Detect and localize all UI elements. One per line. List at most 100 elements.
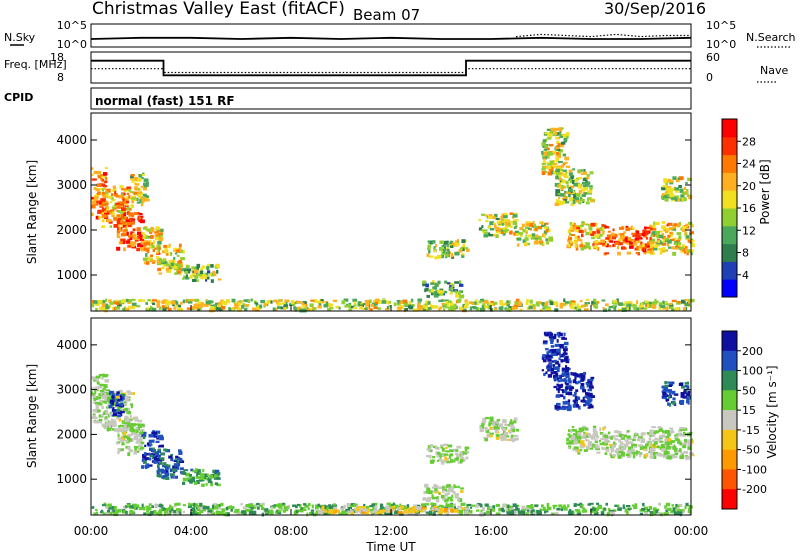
scatter-cell-12	[582, 171, 587, 175]
scatter-cell-17	[605, 303, 609, 307]
scatter-cell-14	[657, 426, 661, 429]
scatter-cell-17	[254, 302, 259, 305]
scatter-cell-15	[684, 249, 688, 253]
scatter-cell-17	[682, 307, 686, 311]
scatter-cell-3	[113, 412, 117, 416]
scatter-cell-13	[599, 242, 603, 245]
colorbar-tick-label-4: 20	[742, 180, 756, 193]
scatter-cell-12	[589, 171, 594, 175]
scatter-cell-2	[139, 436, 143, 440]
scatter-cell-8	[443, 453, 449, 456]
scatter-cell-17	[105, 298, 108, 303]
scatter-cell-10	[559, 353, 562, 357]
scatter-cell-16	[204, 505, 210, 510]
scatter-cell-14	[653, 441, 658, 445]
scatter-cell-11	[557, 389, 560, 394]
scatter-cell-10	[542, 354, 546, 358]
scatter-cell-14	[682, 444, 687, 449]
scatter-cell-16	[388, 503, 394, 508]
scatter-cell-5	[160, 452, 165, 456]
scatter-cell-9	[501, 231, 504, 234]
scatter-cell-2	[130, 438, 134, 442]
scatter-cell-17	[341, 300, 346, 305]
scatter-cell-17	[559, 304, 563, 309]
scatter-cell-3	[131, 179, 134, 183]
scatter-cell-5	[178, 449, 182, 452]
scatter-cell-17	[276, 306, 282, 309]
scatter-cell-13	[632, 438, 636, 442]
scatter-cell-17	[131, 298, 136, 301]
scatter-cell-17	[348, 304, 351, 308]
scatter-cell-2	[133, 423, 136, 427]
scatter-cell-6	[196, 266, 200, 270]
scatter-cell-6	[211, 272, 214, 277]
scatter-cell-16	[169, 506, 174, 509]
scatter-cell-16	[670, 195, 676, 200]
scatter-cell-17	[218, 307, 223, 311]
noise-left-label: N.Sky	[4, 31, 36, 44]
scatter-cell-14	[623, 237, 628, 241]
scatter-cell-12	[567, 447, 571, 450]
colorbar-tick-label-2: 12	[742, 224, 756, 237]
frequency-panel: Freq. [MHz] 18 8 60 0 Nave	[4, 51, 788, 84]
scatter-cell-15	[672, 252, 677, 256]
scatter-cell-11	[553, 385, 557, 389]
scatter-cell-2	[121, 442, 125, 446]
scatter-cell-4	[152, 430, 156, 433]
scatter-cell-6	[184, 276, 190, 280]
scatter-cell-13	[608, 443, 613, 446]
scatter-cell-7	[449, 291, 453, 295]
scatter-cell-9	[484, 231, 489, 235]
scatter-cell-15	[667, 381, 672, 384]
scatter-cell-17	[417, 302, 421, 307]
scatter-cell-17	[252, 307, 257, 311]
scatter-cell-0	[98, 393, 103, 397]
scatter-cell-7	[460, 490, 464, 493]
scatter-cell-1	[106, 428, 110, 432]
scatter-cell-6	[206, 276, 210, 280]
scatter-cell-6	[195, 468, 198, 472]
scatter-cell-12	[586, 174, 590, 177]
scatter-cell-17	[545, 307, 548, 312]
scatter-cell-12	[580, 427, 585, 432]
scatter-cell-0	[104, 180, 108, 184]
colorbar-swatch-6	[722, 449, 737, 470]
scatter-cell-0	[98, 385, 103, 389]
scatter-cell-3	[128, 188, 131, 192]
scatter-cell-11	[558, 149, 563, 153]
colorbar-tick-label-5: -50	[742, 444, 760, 457]
scatter-cell-8	[439, 247, 443, 251]
scatter-cell-10	[556, 339, 559, 343]
scatter-cell-17	[373, 306, 378, 310]
scatter-cell-1	[118, 425, 121, 428]
scatter-cell-16	[196, 511, 202, 515]
scatter-cell-2	[117, 448, 120, 452]
scatter-cell-10	[565, 367, 570, 371]
scatter-cell-16	[655, 509, 659, 514]
scatter-cell-17	[218, 304, 222, 308]
scatter-cell-2	[126, 222, 131, 226]
scatter-cell-10	[548, 236, 553, 239]
scatter-cell-5	[156, 464, 160, 468]
scatter-cell-1	[111, 211, 115, 215]
scatter-cell-3	[143, 183, 148, 188]
scatter-cell-3	[142, 187, 147, 191]
scatter-cell-5	[157, 467, 160, 471]
scatter-cell-10	[543, 234, 547, 238]
scatter-cell-11	[575, 403, 579, 408]
scatter-cell-13	[632, 435, 637, 439]
scatter-cell-1	[111, 193, 114, 196]
scatter-cell-16	[492, 505, 496, 509]
scatter-cell-12	[573, 182, 578, 187]
scatter-cell-16	[567, 504, 570, 508]
scatter-cell-17	[156, 305, 160, 308]
scatter-cell-16	[167, 510, 172, 513]
scatter-cell-17	[373, 299, 376, 303]
scatter-cell-11	[587, 406, 591, 409]
scatter-cell-11	[563, 395, 566, 400]
scatter-cell-14	[640, 241, 643, 245]
scatter-cell-16	[351, 509, 357, 513]
scatter-cell-17	[593, 301, 598, 305]
scatter-cell-8	[441, 454, 446, 457]
scatter-cell-16	[511, 509, 516, 512]
